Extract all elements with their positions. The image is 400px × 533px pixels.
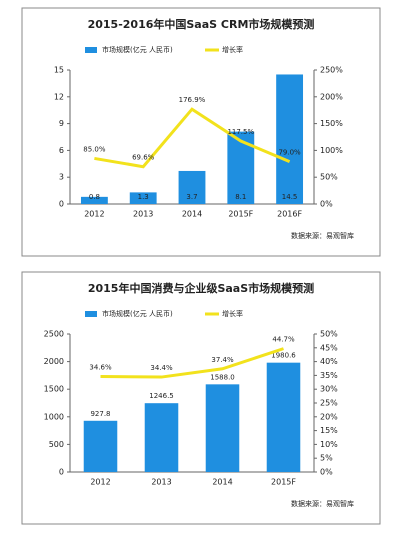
line xyxy=(94,107,291,169)
line-value-label: 176.9% xyxy=(179,96,206,104)
legend-label: 增长率 xyxy=(222,309,243,318)
y-tick-label: 3 xyxy=(59,173,64,182)
bar xyxy=(144,403,179,472)
y2-tick-label: 200% xyxy=(320,92,343,101)
bar xyxy=(205,384,240,472)
y2-tick-label: 20% xyxy=(320,412,338,421)
y2-tick-label: 15% xyxy=(320,426,338,435)
line xyxy=(100,347,284,379)
line-value-label: 69.6% xyxy=(132,154,155,162)
x-tick-label: 2013 xyxy=(133,210,153,219)
legend-label: 增长率 xyxy=(222,45,243,54)
x-tick-label: 2013 xyxy=(151,478,171,487)
y2-tick-label: 0% xyxy=(320,200,333,209)
legend-label: 市场规模(亿元 人民币) xyxy=(102,45,173,54)
bar-value-label: 1980.6 xyxy=(271,352,296,360)
bar-value-label: 927.8 xyxy=(90,410,110,418)
chart-frame xyxy=(21,271,381,525)
bar xyxy=(83,420,118,472)
y-tick-label: 12 xyxy=(54,92,64,101)
legend-label: 市场规模(亿元 人民币) xyxy=(102,309,173,318)
bar-value-label: 14.5 xyxy=(282,193,298,201)
legend-swatch xyxy=(85,311,97,317)
source-note: 数据来源：易观智库 xyxy=(291,231,354,240)
legend-swatch xyxy=(85,47,97,53)
y2-tick-label: 50% xyxy=(320,330,338,339)
y-tick-label: 15 xyxy=(54,66,64,75)
x-tick-label: 2016F xyxy=(277,210,302,219)
line-value-label: 79.0% xyxy=(278,149,301,157)
bar-value-label: 1246.5 xyxy=(149,392,174,400)
y-tick-label: 0 xyxy=(59,468,64,477)
y-tick-label: 1000 xyxy=(44,412,64,421)
y-tick-label: 6 xyxy=(59,146,64,155)
y2-tick-label: 0% xyxy=(320,468,333,477)
y2-tick-label: 50% xyxy=(320,173,338,182)
y2-tick-label: 35% xyxy=(320,371,338,380)
y2-tick-label: 45% xyxy=(320,343,338,352)
y2-tick-label: 5% xyxy=(320,454,333,463)
y2-tick-label: 250% xyxy=(320,66,343,75)
x-tick-label: 2014 xyxy=(212,478,232,487)
bar-value-label: 0.8 xyxy=(89,193,100,201)
y2-tick-label: 30% xyxy=(320,385,338,394)
y2-tick-label: 25% xyxy=(320,399,338,408)
bar xyxy=(80,196,108,204)
bar xyxy=(266,362,301,472)
y-tick-label: 2000 xyxy=(44,357,64,366)
y2-tick-label: 10% xyxy=(320,440,338,449)
x-tick-label: 2014 xyxy=(182,210,202,219)
bar-value-label: 8.1 xyxy=(235,193,246,201)
bar-value-label: 3.7 xyxy=(186,193,197,201)
line-value-label: 34.4% xyxy=(150,364,173,372)
y2-tick-label: 40% xyxy=(320,357,338,366)
bar xyxy=(129,192,157,204)
x-tick-label: 2012 xyxy=(90,478,110,487)
source-note: 数据来源：易观智库 xyxy=(291,499,354,508)
y-tick-label: 2500 xyxy=(44,330,64,339)
bar xyxy=(178,170,206,204)
line-value-label: 34.6% xyxy=(89,364,112,372)
y2-tick-label: 150% xyxy=(320,119,343,128)
line-value-label: 44.7% xyxy=(272,336,295,344)
line-value-label: 37.4% xyxy=(211,356,234,364)
chart-title: 2015年中国消费与企业级SaaS市场规模预测 xyxy=(88,281,314,295)
y-tick-label: 9 xyxy=(59,119,64,128)
bar-value-label: 1588.0 xyxy=(210,373,235,381)
bar xyxy=(276,74,304,204)
y-tick-label: 1500 xyxy=(44,385,64,394)
chart-frame xyxy=(21,7,381,257)
line-value-label: 117.5% xyxy=(227,128,254,136)
bar-value-label: 1.3 xyxy=(138,193,149,201)
line-value-label: 85.0% xyxy=(83,145,106,153)
y-tick-label: 500 xyxy=(49,440,64,449)
x-tick-label: 2015F xyxy=(271,478,296,487)
y-tick-label: 0 xyxy=(59,200,64,209)
y2-tick-label: 100% xyxy=(320,146,343,155)
x-tick-label: 2015F xyxy=(228,210,253,219)
x-tick-label: 2012 xyxy=(84,210,104,219)
chart-title: 2015-2016年中国SaaS CRM市场规模预测 xyxy=(88,17,315,31)
